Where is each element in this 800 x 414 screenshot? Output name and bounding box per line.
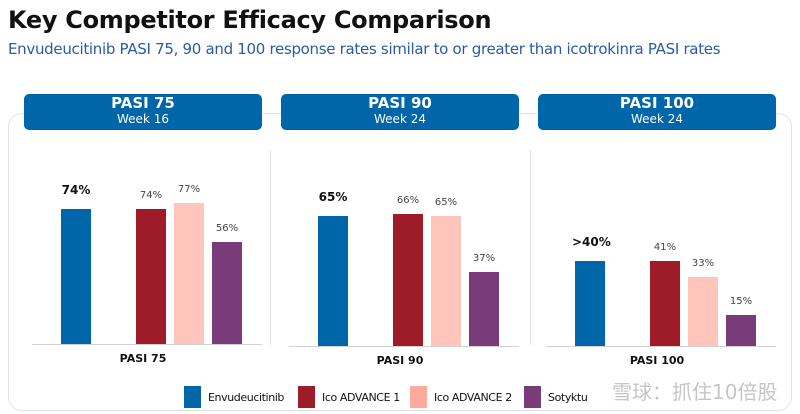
bar-sotyktu bbox=[212, 241, 242, 344]
bar-envudeucitinib bbox=[318, 216, 348, 346]
bar-sotyktu bbox=[726, 314, 756, 346]
bar-ico-advance-1 bbox=[136, 208, 166, 344]
data-label: 33% bbox=[691, 258, 715, 270]
data-label: 74% bbox=[61, 182, 91, 197]
data-label: 15% bbox=[729, 295, 753, 307]
bar-envudeucitinib bbox=[61, 208, 91, 344]
bar-sotyktu bbox=[469, 272, 499, 346]
legend-swatch bbox=[298, 386, 315, 408]
data-label: 37% bbox=[472, 253, 496, 264]
bar-ico-advance-2 bbox=[431, 216, 461, 346]
legend-label: Sotyktu bbox=[548, 391, 588, 404]
x-axis-label: PASI 90 bbox=[376, 354, 424, 367]
data-label: 74% bbox=[139, 189, 163, 201]
x-axis-label: PASI 100 bbox=[629, 354, 685, 367]
data-label: 56% bbox=[215, 222, 239, 234]
bar-ico-advance-2 bbox=[688, 277, 718, 346]
x-axis-label: PASI 75 bbox=[119, 352, 167, 365]
legend-label: Ico ADVANCE 1 bbox=[322, 391, 400, 404]
x-axis bbox=[289, 346, 519, 347]
x-axis bbox=[546, 346, 776, 347]
divider bbox=[270, 150, 271, 345]
panel-header: PASI 75 Week 16 bbox=[24, 94, 262, 130]
legend-swatch bbox=[184, 386, 201, 408]
panel-header: PASI 90 Week 24 bbox=[281, 94, 519, 130]
panel-subtitle: Week 24 bbox=[631, 112, 683, 126]
watermark: 雪球：抓住10倍股 bbox=[612, 380, 778, 404]
legend-swatch bbox=[410, 386, 427, 408]
legend-label: Ico ADVANCE 2 bbox=[434, 391, 512, 404]
panel-title: PASI 100 bbox=[619, 94, 695, 112]
chart-panel: PASI 90 Week 24 PASI 90 65% 66% 65% 37% bbox=[281, 94, 519, 384]
data-label: 65% bbox=[318, 190, 348, 204]
panel-subtitle: Week 24 bbox=[374, 112, 426, 126]
data-label: 41% bbox=[653, 241, 677, 253]
panel-title: PASI 90 bbox=[368, 94, 432, 112]
x-axis bbox=[32, 344, 262, 345]
bar-ico-advance-1 bbox=[650, 260, 680, 346]
data-label: 65% bbox=[434, 197, 458, 208]
legend-swatch bbox=[524, 386, 541, 408]
data-label: >40% bbox=[572, 234, 611, 249]
data-label: 66% bbox=[396, 195, 420, 206]
bar-envudeucitinib bbox=[575, 260, 605, 346]
divider bbox=[530, 150, 531, 345]
panel-subtitle: Week 16 bbox=[117, 112, 169, 126]
page-title: Key Competitor Efficacy Comparison bbox=[8, 6, 492, 34]
legend-label: Envudeucitinib bbox=[208, 391, 285, 404]
bar-ico-advance-2 bbox=[174, 203, 204, 344]
chart-panel: PASI 75 Week 16 PASI 75 74% 74% 77% 56% bbox=[24, 94, 262, 384]
page-subtitle: Envudeucitinib PASI 75, 90 and 100 respo… bbox=[8, 40, 721, 58]
panel-header: PASI 100 Week 24 bbox=[538, 94, 776, 130]
panel-title: PASI 75 bbox=[111, 94, 175, 112]
chart-panel: PASI 100 Week 24 PASI 100 >40% 41% 33% 15% bbox=[538, 94, 776, 384]
data-label: 77% bbox=[177, 184, 201, 196]
bar-ico-advance-1 bbox=[393, 214, 423, 346]
